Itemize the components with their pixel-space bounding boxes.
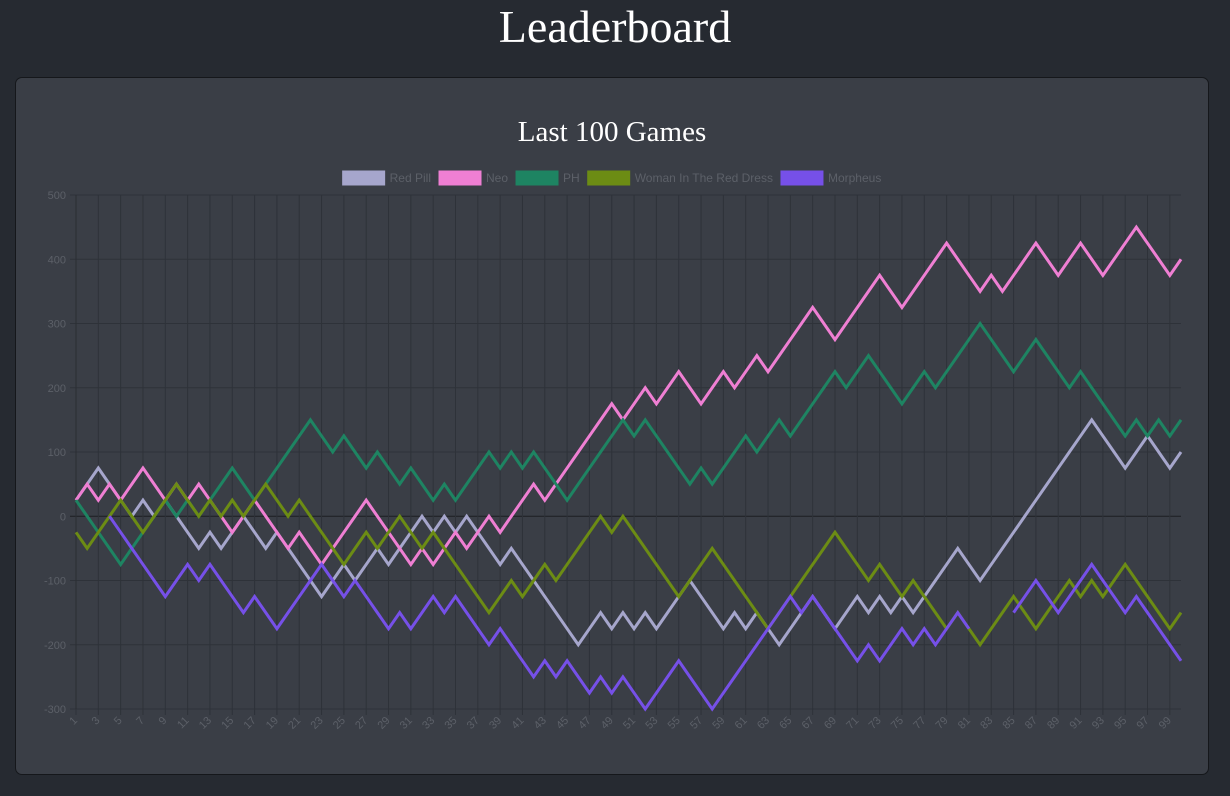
legend-swatch (342, 170, 386, 186)
x-tick-label: 81 (956, 715, 973, 732)
x-tick-label: 47 (576, 715, 593, 732)
x-tick-label: 75 (889, 715, 906, 732)
y-tick-label: -100 (44, 576, 66, 588)
x-tick-label: 9 (157, 715, 170, 728)
x-tick-label: 59 (710, 715, 727, 732)
series-line-red-pill (74, 417, 1183, 648)
x-tick-label: 13 (197, 715, 214, 732)
legend-label: Neo (486, 171, 508, 185)
x-tick-label: 31 (398, 715, 415, 732)
x-tick-label: 7 (134, 715, 147, 728)
x-tick-label: 29 (375, 715, 392, 732)
x-tick-label: 23 (309, 715, 326, 732)
x-tick-label: 63 (755, 715, 772, 732)
x-tick-label: 55 (666, 715, 683, 732)
series-line-neo (74, 224, 1183, 568)
page-title: Leaderboard (498, 1, 732, 52)
x-tick-label: 51 (621, 715, 638, 732)
x-tick-label: 49 (599, 715, 616, 732)
x-tick-label: 21 (286, 715, 303, 732)
x-tick-label: 85 (1001, 715, 1018, 732)
x-tick-label: 77 (911, 715, 928, 732)
x-tick-label: 39 (487, 715, 504, 732)
x-tick-label: 89 (1045, 715, 1062, 732)
x-tick-label: 5 (112, 715, 125, 728)
x-tick-label: 65 (777, 715, 794, 732)
legend-swatch (438, 170, 482, 186)
x-tick-label: 93 (1090, 715, 1107, 732)
x-tick-label: 57 (688, 715, 705, 732)
legend-label: Morpheus (828, 171, 881, 185)
x-tick-label: 53 (643, 715, 660, 732)
x-tick-label: 69 (822, 715, 839, 732)
y-tick-label: -200 (44, 640, 66, 652)
legend-label: PH (563, 171, 580, 185)
x-tick-label: 97 (1134, 715, 1151, 732)
x-tick-label: 1 (67, 715, 80, 728)
x-tick-label: 91 (1068, 715, 1085, 732)
legend-swatch (780, 170, 824, 186)
x-tick-label: 73 (867, 715, 884, 732)
x-tick-label: 3 (90, 715, 103, 728)
x-tick-label: 95 (1112, 715, 1129, 732)
x-tick-label: 41 (509, 715, 526, 732)
y-tick-label: 200 (48, 383, 66, 395)
x-tick-label: 71 (844, 715, 861, 732)
legend-item-neo[interactable]: Neo (438, 170, 508, 186)
x-tick-label: 37 (465, 715, 482, 732)
y-tick-label: 400 (48, 254, 66, 266)
y-tick-label: 300 (48, 319, 66, 331)
x-tick-label: 19 (264, 715, 281, 732)
legend-item-ph[interactable]: PH (515, 170, 580, 186)
y-tick-label: 500 (48, 190, 66, 202)
x-tick-label: 33 (420, 715, 437, 732)
x-tick-label: 15 (219, 715, 236, 732)
chart-legend[interactable]: Red Pill Neo PH Woman In The Red Dress Morph… (342, 170, 882, 186)
chart-title: Last 100 Games (518, 116, 706, 148)
x-tick-label: 17 (242, 715, 259, 732)
y-tick-label: 100 (48, 447, 66, 459)
x-tick-label: 45 (554, 715, 571, 732)
x-tick-label: 43 (532, 715, 549, 732)
legend-swatch (515, 170, 559, 186)
x-tick-label: 87 (1023, 715, 1040, 732)
series-line-morpheus (108, 515, 1183, 712)
x-tick-label: 83 (978, 715, 995, 732)
x-tick-label: 25 (331, 715, 348, 732)
chart-card: Last 100 Games -300 -200 -100 0 100 200 300 400… (15, 77, 1209, 775)
x-tick-label: 61 (733, 715, 750, 732)
x-tick-label: 27 (353, 715, 370, 732)
series-line-woman-in-the-red-dress (74, 481, 1183, 648)
legend-label: Red Pill (390, 171, 431, 185)
x-tick-label: 99 (1157, 715, 1174, 732)
x-tick-label: 79 (934, 715, 951, 732)
legend-item-woman-in-the-red-dress[interactable]: Woman In The Red Dress (587, 170, 773, 186)
y-tick-label: -300 (44, 704, 66, 716)
x-tick-label: 67 (800, 715, 817, 732)
legend-item-morpheus[interactable]: Morpheus (780, 170, 881, 186)
legend-item-red-pill[interactable]: Red Pill (342, 170, 431, 186)
line-chart: Last 100 Games -300 -200 -100 0 100 200 300 400… (44, 116, 1183, 732)
x-tick-label: 11 (175, 715, 192, 732)
legend-swatch (587, 170, 631, 186)
chart-series (74, 224, 1183, 712)
legend-label: Woman In The Red Dress (635, 171, 773, 185)
y-tick-label: 0 (60, 511, 66, 523)
x-tick-label: 35 (442, 715, 459, 732)
